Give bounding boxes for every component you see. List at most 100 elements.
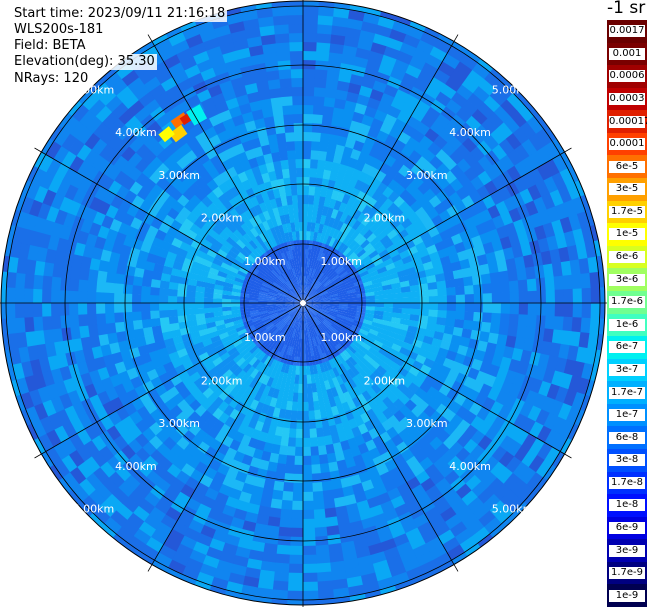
ppi-range-gate-cell (304, 320, 308, 331)
ppi-range-gate-cell (389, 218, 402, 230)
ppi-range-gate-cell (259, 496, 273, 508)
ppi-range-gate-cell (203, 302, 214, 309)
ppi-range-gate-cell (361, 342, 372, 351)
ppi-range-gate-cell (357, 201, 368, 213)
ppi-range-gate-cell (318, 288, 327, 295)
ppi-range-gate-cell (298, 338, 302, 349)
ppi-range-gate-cell (314, 409, 322, 420)
ppi-range-gate-cell (178, 142, 193, 157)
ppi-range-gate-cell (433, 38, 453, 54)
ppi-range-gate-cell (241, 316, 252, 323)
ppi-range-gate-cell (326, 452, 337, 464)
ppi-range-gate-cell (297, 311, 301, 321)
ppi-range-gate-cell (207, 366, 220, 377)
ppi-range-gate-cell (274, 426, 284, 437)
ppi-range-gate-cell (185, 302, 196, 310)
ppi-range-gate-cell (309, 309, 317, 317)
ppi-range-gate-cell (292, 104, 304, 115)
ppi-range-gate-cell (246, 91, 261, 104)
ppi-range-gate-cell (286, 250, 292, 261)
ppi-range-gate-cell (368, 347, 379, 357)
ppi-range-gate-cell (298, 275, 302, 286)
ppi-range-gate-cell (176, 296, 187, 303)
ppi-range-gate-cell (386, 366, 398, 378)
ppi-range-gate-cell (429, 120, 446, 136)
ppi-range-gate-cell (304, 266, 307, 277)
ppi-range-gate-cell (263, 180, 273, 192)
ppi-range-gate-cell (99, 88, 117, 106)
ppi-range-gate-cell (352, 386, 363, 397)
ppi-range-gate-cell (316, 232, 322, 243)
ppi-range-gate-cell (76, 428, 92, 446)
ppi-range-gate-cell (170, 328, 182, 339)
ppi-range-gate-cell (77, 290, 88, 303)
ppi-range-gate-cell (157, 347, 169, 358)
ppi-range-gate-cell (114, 321, 126, 333)
ppi-range-gate-cell (365, 291, 376, 297)
ppi-range-gate-cell (158, 309, 169, 319)
ppi-range-gate-cell (496, 259, 508, 273)
ppi-range-gate-cell (312, 204, 319, 215)
ppi-range-gate-cell (369, 236, 381, 247)
ppi-range-gate-cell (174, 230, 187, 242)
ppi-range-gate-cell (356, 348, 367, 358)
ppi-range-gate-cell (14, 302, 25, 319)
ppi-range-gate-cell (338, 303, 349, 306)
ppi-range-gate-cell (413, 449, 428, 464)
ppi-range-gate-cell (433, 134, 449, 150)
ppi-range-gate-cell (373, 286, 384, 292)
ppi-range-gate-cell (113, 434, 129, 451)
ppi-range-gate-cell (217, 270, 228, 278)
ppi-range-gate-cell (401, 308, 412, 315)
range-ring-label: 1.00km (320, 331, 362, 344)
ppi-range-gate-cell (277, 243, 284, 254)
ppi-range-gate-cell (268, 507, 282, 519)
ppi-range-gate-cell (278, 333, 285, 343)
ppi-range-gate-cell (290, 319, 296, 329)
ppi-range-gate-cell (536, 303, 547, 317)
ppi-range-gate-cell (557, 185, 573, 204)
ppi-range-gate-cell (95, 312, 107, 325)
ppi-range-gate-cell (96, 390, 111, 406)
ppi-range-gate-cell (257, 295, 268, 300)
ppi-range-gate-cell (332, 322, 342, 330)
ppi-range-gate-cell (281, 95, 294, 107)
ppi-range-gate-cell (271, 489, 284, 501)
ppi-range-gate-cell (14, 287, 25, 303)
ppi-range-gate-cell (276, 308, 287, 313)
ppi-range-gate-cell (481, 118, 498, 135)
ppi-range-gate-cell (280, 252, 287, 262)
ppi-range-gate-cell (290, 68, 304, 79)
ppi-range-gate-cell (91, 450, 108, 468)
ppi-range-gate-cell (347, 388, 358, 400)
ppi-range-gate-cell (315, 50, 330, 62)
ppi-range-gate-cell (393, 338, 405, 348)
ppi-range-gate-cell (67, 227, 81, 243)
ppi-range-gate-cell (393, 223, 406, 235)
ppi-range-gate-cell (566, 182, 581, 201)
ppi-range-gate-cell (273, 571, 289, 583)
ppi-range-gate-cell (255, 401, 265, 413)
ppi-range-gate-cell (276, 294, 286, 299)
ppi-range-gate-cell (273, 340, 281, 351)
ppi-range-gate-cell (563, 199, 578, 218)
ppi-range-gate-cell (277, 454, 288, 465)
ppi-range-gate-cell (113, 155, 129, 171)
ppi-range-gate-cell (412, 513, 430, 529)
ppi-range-gate-cell (461, 267, 473, 278)
ppi-range-gate-cell (241, 283, 252, 290)
ppi-range-gate-cell (316, 284, 325, 292)
ppi-range-gate-cell (91, 434, 107, 452)
ppi-range-gate-cell (195, 285, 206, 293)
ppi-range-gate-cell (279, 77, 293, 89)
ppi-range-gate-cell (222, 355, 234, 366)
ppi-range-gate-cell (289, 309, 297, 317)
ppi-range-gate-cell (293, 212, 299, 223)
ppi-range-gate-cell (443, 325, 455, 336)
ppi-range-gate-cell (68, 278, 80, 292)
ppi-range-gate-cell (449, 178, 464, 193)
ppi-range-gate-cell (209, 352, 220, 363)
ppi-range-gate-cell (544, 315, 556, 330)
ppi-range-gate-cell (327, 378, 336, 390)
ppi-range-gate-cell (339, 351, 349, 362)
